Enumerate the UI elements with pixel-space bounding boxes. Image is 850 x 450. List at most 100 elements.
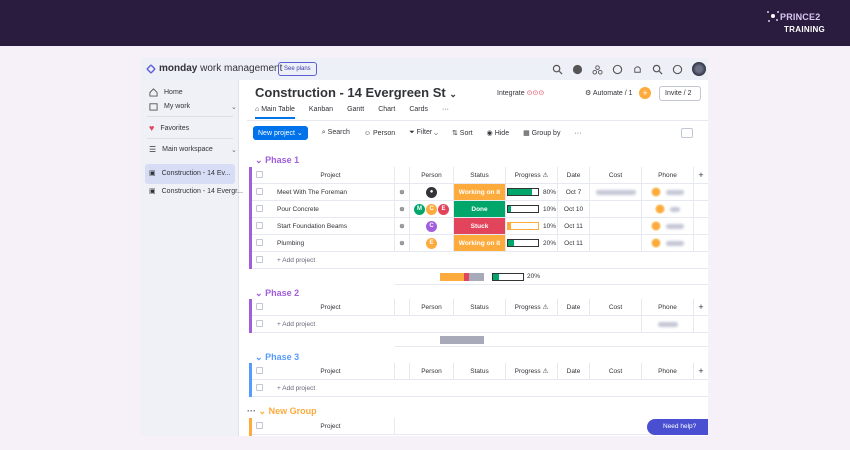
need-help-button[interactable]: Need help? — [647, 419, 708, 435]
invite-button[interactable]: Invite / 2 — [659, 86, 701, 101]
help-icon[interactable] — [572, 64, 583, 75]
add-column-button[interactable]: + — [698, 366, 704, 376]
status-badge[interactable]: Working on it — [454, 184, 506, 200]
table-row[interactable]: Meet With The Foreman ⊕ ● Working on it … — [252, 184, 708, 201]
sidebar-item-my-work[interactable]: My work ⌄ — [149, 102, 239, 111]
tab-cards[interactable]: Cards — [409, 106, 428, 113]
search-icon[interactable] — [652, 64, 663, 75]
emoji-icon[interactable] — [672, 64, 683, 75]
tab-chart[interactable]: Chart — [378, 106, 396, 113]
person-filter-button[interactable]: ☺ Person — [363, 129, 396, 137]
chevron-down-icon[interactable]: ⌄ — [449, 89, 457, 99]
new-project-button[interactable]: New project ⌄ — [253, 126, 308, 140]
project-name[interactable]: Start Foundation Beams — [267, 218, 395, 234]
status-badge[interactable]: Working on it — [454, 235, 506, 251]
add-project-row[interactable]: + Add project — [252, 316, 708, 333]
row-checkbox[interactable] — [256, 239, 263, 246]
add-update-icon[interactable]: ⊕ — [395, 218, 410, 234]
status-badge[interactable]: Stuck — [454, 218, 506, 234]
integrations-icon[interactable] — [612, 64, 623, 75]
row-checkbox[interactable] — [256, 256, 263, 263]
chevron-down-icon[interactable]: ⌄ — [255, 288, 263, 298]
chevron-down-icon[interactable]: ⌄ — [255, 155, 263, 165]
date-cell[interactable]: Oct 11 — [558, 235, 590, 251]
date-cell[interactable]: Oct 10 — [558, 201, 590, 217]
cost-cell[interactable] — [590, 235, 642, 251]
phone-cell[interactable] — [642, 201, 694, 217]
row-checkbox[interactable] — [256, 320, 263, 327]
group-title-phase-3[interactable]: ⌄ Phase 3 — [255, 352, 300, 362]
person-cell[interactable]: E — [410, 235, 454, 251]
select-all-checkbox[interactable] — [256, 171, 263, 178]
tab-gantt[interactable]: Gantt — [347, 106, 365, 113]
apps-icon[interactable] — [592, 64, 603, 75]
group-by-button[interactable]: ▦ Group by — [523, 130, 561, 137]
chevron-down-icon[interactable]: ⌄ — [231, 103, 237, 111]
add-column-button[interactable]: + — [698, 302, 704, 312]
select-all-checkbox[interactable] — [256, 367, 263, 374]
project-name[interactable]: Meet With The Foreman — [267, 184, 395, 200]
more-options-icon[interactable]: ··· — [247, 406, 256, 416]
sidebar-item-board-2[interactable]: ▣ Construction - 14 Evergr... — [149, 187, 243, 196]
filter-button[interactable]: ⏷ Filter ⌄ — [409, 129, 438, 136]
sidebar-item-main-workspace[interactable]: ☰ Main workspace ⌄ — [149, 145, 237, 154]
more-options-button[interactable]: ··· — [574, 129, 582, 137]
add-integration-button[interactable]: + — [639, 87, 651, 99]
group-title-new-group[interactable]: ··· ⌄ New Group — [247, 406, 317, 416]
phone-cell[interactable] — [642, 184, 694, 200]
row-checkbox[interactable] — [256, 222, 263, 229]
status-badge[interactable]: Done — [454, 201, 506, 217]
phone-cell[interactable] — [642, 218, 694, 234]
tab-main-table[interactable]: ⌂ Main Table — [255, 106, 295, 119]
see-plans-button[interactable]: See plans — [278, 62, 317, 76]
add-project-input[interactable]: + Add project — [277, 384, 316, 392]
hide-button[interactable]: ◉ Hide — [486, 130, 510, 137]
phone-cell[interactable] — [642, 235, 694, 251]
sort-button[interactable]: ⇅ Sort — [451, 130, 473, 137]
table-row[interactable]: Start Foundation Beams ⊕ C Stuck 10% Oct… — [252, 218, 708, 235]
add-update-icon[interactable]: ⊕ — [395, 235, 410, 251]
date-cell[interactable]: Oct 7 — [558, 184, 590, 200]
add-column-button[interactable]: + — [698, 170, 704, 180]
cost-cell[interactable] — [590, 218, 642, 234]
person-cell[interactable]: C — [410, 218, 454, 234]
group-title-phase-1[interactable]: ⌄ Phase 1 — [255, 155, 300, 165]
person-cell[interactable]: ● — [410, 184, 454, 200]
tab-kanban[interactable]: Kanban — [308, 106, 334, 113]
search-icon[interactable] — [552, 64, 563, 75]
add-project-input[interactable]: + Add project — [267, 316, 642, 332]
project-name[interactable]: Pour Concrete — [267, 201, 395, 217]
date-cell[interactable]: Oct 11 — [558, 218, 590, 234]
cost-cell[interactable] — [590, 201, 642, 217]
integrate-button[interactable]: Integrate ⊙⊙⊙ — [497, 90, 545, 97]
select-all-checkbox[interactable] — [256, 422, 263, 429]
automate-button[interactable]: ⚙ Automate / 1 — [585, 90, 633, 97]
sidebar-item-home[interactable]: Home — [149, 88, 183, 97]
row-checkbox[interactable] — [256, 384, 263, 391]
select-all-checkbox[interactable] — [256, 303, 263, 310]
chevron-down-icon[interactable]: ⌄ — [255, 352, 263, 362]
add-project-row[interactable]: + Add project — [252, 380, 708, 397]
user-avatar[interactable] — [692, 62, 706, 76]
row-checkbox[interactable] — [256, 188, 263, 195]
add-update-icon[interactable]: ⊕ — [395, 201, 410, 217]
board-title[interactable]: Construction - 14 Evergreen St ⌄ — [255, 85, 457, 100]
add-project-row[interactable]: + Add project — [252, 252, 708, 269]
table-row[interactable]: Plumbing ⊕ E Working on it 20% Oct 11 — [252, 235, 708, 252]
sidebar-item-board-1[interactable]: ▣ Construction - 14 Ev... — [149, 169, 231, 178]
cost-cell[interactable] — [590, 184, 642, 200]
search-button[interactable]: ⌕ Search — [321, 129, 350, 136]
sidebar-item-favorites[interactable]: ♥ Favorites — [149, 123, 190, 133]
row-checkbox[interactable] — [256, 205, 263, 212]
collapse-toolbar-button[interactable] — [681, 128, 693, 138]
project-name[interactable]: Plumbing — [267, 235, 395, 251]
bell-icon[interactable] — [632, 64, 643, 75]
chevron-down-icon[interactable]: ⌄ — [258, 406, 267, 416]
chevron-down-icon[interactable]: ⌄ — [231, 146, 237, 154]
tab-more[interactable]: ··· — [442, 106, 449, 113]
group-title-phase-2[interactable]: ⌄ Phase 2 — [255, 288, 300, 298]
add-update-icon[interactable]: ⊕ — [395, 184, 410, 200]
add-project-input[interactable]: + Add project — [277, 256, 316, 264]
